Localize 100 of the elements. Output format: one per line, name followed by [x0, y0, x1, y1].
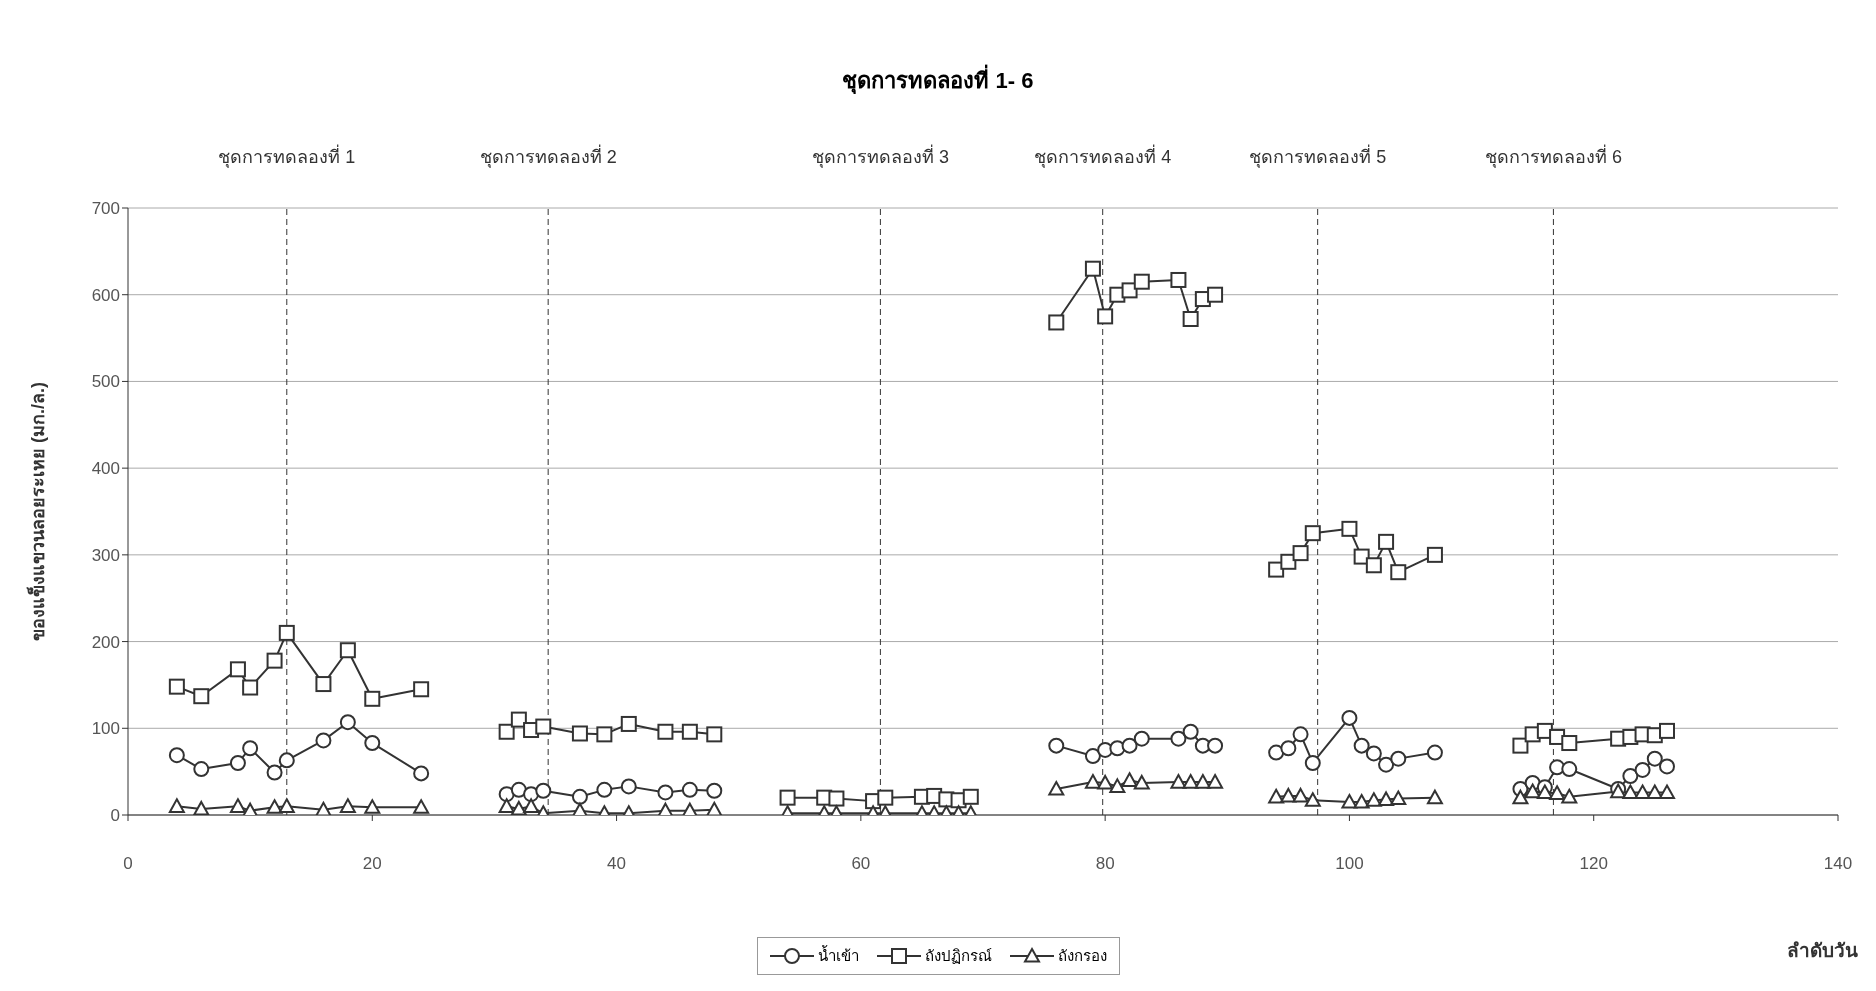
point	[571, 725, 588, 742]
chart-title: ชุดการทดลองที่ 1- 6	[841, 63, 1035, 96]
point	[620, 715, 637, 732]
point	[266, 652, 283, 669]
point	[1292, 545, 1309, 562]
point	[1561, 788, 1578, 804]
point	[1133, 273, 1150, 290]
point	[229, 798, 246, 813]
point	[364, 735, 381, 752]
x-tick-label: 100	[1335, 854, 1364, 874]
point	[828, 790, 845, 807]
point	[1084, 774, 1101, 789]
point	[1365, 745, 1382, 762]
y-tick-label: 500	[91, 372, 120, 392]
ref-line-label: ชุดการทดลองที่ 6	[1484, 144, 1622, 168]
point	[1121, 772, 1138, 787]
point	[1365, 792, 1382, 807]
point	[1536, 784, 1553, 800]
y-tick-label: 300	[91, 545, 120, 565]
point	[1341, 709, 1358, 726]
y-axis-title: ของแข็งแขวนลอยระเหย (มก./ล.)	[26, 382, 49, 641]
point	[1280, 740, 1297, 757]
point	[1634, 784, 1651, 800]
point	[1549, 785, 1566, 800]
point	[1378, 791, 1395, 806]
point	[242, 740, 259, 757]
point	[706, 782, 723, 799]
point	[1048, 314, 1065, 331]
point	[1390, 750, 1407, 767]
point	[266, 764, 283, 781]
point	[278, 798, 295, 813]
point	[681, 781, 698, 798]
x-tick-label: 80	[1095, 854, 1115, 874]
point	[1426, 789, 1443, 805]
point	[1292, 787, 1309, 803]
point	[1268, 788, 1285, 804]
point	[1084, 748, 1101, 765]
point	[779, 789, 796, 806]
ref-line-label: ชุดการทดลองที่ 2	[479, 144, 617, 168]
point	[1512, 789, 1529, 805]
point	[1170, 730, 1187, 747]
legend-label: ถังปฏิกรณ์	[924, 946, 992, 966]
point	[498, 723, 515, 740]
legend-label: น้ำเข้า	[817, 944, 859, 966]
point	[193, 800, 210, 815]
point	[168, 798, 185, 813]
y-tick-label: 200	[91, 632, 120, 652]
x-tick-label: 140	[1823, 854, 1853, 874]
point	[1280, 787, 1297, 803]
point	[1048, 780, 1065, 796]
point	[315, 676, 332, 693]
point	[1646, 750, 1663, 767]
ref-line-label: ชุดการทดลองที่ 5	[1249, 144, 1387, 168]
point	[657, 802, 674, 815]
x-tick-label: 60	[851, 854, 871, 874]
point	[193, 761, 210, 778]
y-tick-label: 700	[91, 199, 120, 219]
point	[242, 679, 259, 696]
point	[364, 799, 381, 814]
point	[1133, 774, 1150, 790]
y-tick-label: 0	[110, 806, 120, 826]
point	[1524, 783, 1541, 799]
point	[1561, 735, 1578, 752]
point	[315, 732, 332, 749]
point	[229, 661, 246, 678]
point	[1268, 744, 1285, 761]
point	[1084, 260, 1101, 277]
ref-line-label: ชุดการทดลองที่ 3	[811, 144, 949, 168]
point	[193, 688, 210, 705]
point	[596, 726, 613, 743]
point	[510, 781, 527, 798]
point	[877, 789, 894, 806]
point	[1378, 756, 1395, 773]
point	[1304, 754, 1321, 771]
point	[1304, 792, 1321, 807]
point	[1170, 774, 1187, 789]
point	[339, 798, 356, 813]
point	[1353, 793, 1370, 809]
x-tick-label: 0	[123, 854, 133, 874]
point	[278, 752, 295, 769]
point	[339, 642, 356, 659]
point	[1646, 784, 1663, 800]
point	[596, 781, 613, 798]
point	[1659, 784, 1675, 800]
point	[571, 788, 588, 805]
point	[1097, 774, 1114, 790]
point	[1280, 553, 1297, 570]
point	[1109, 778, 1126, 793]
y-tick-label: 400	[91, 459, 120, 479]
point	[1182, 310, 1199, 327]
point	[1378, 533, 1395, 550]
point	[1512, 737, 1529, 754]
point	[535, 782, 552, 799]
ref-line-label: ชุดการทดลองที่ 4	[1034, 144, 1172, 168]
x-tick-label: 120	[1579, 854, 1608, 874]
point	[706, 726, 723, 743]
point	[535, 718, 552, 735]
point	[266, 799, 283, 814]
point	[962, 788, 979, 805]
x-tick-label: 20	[362, 854, 382, 874]
